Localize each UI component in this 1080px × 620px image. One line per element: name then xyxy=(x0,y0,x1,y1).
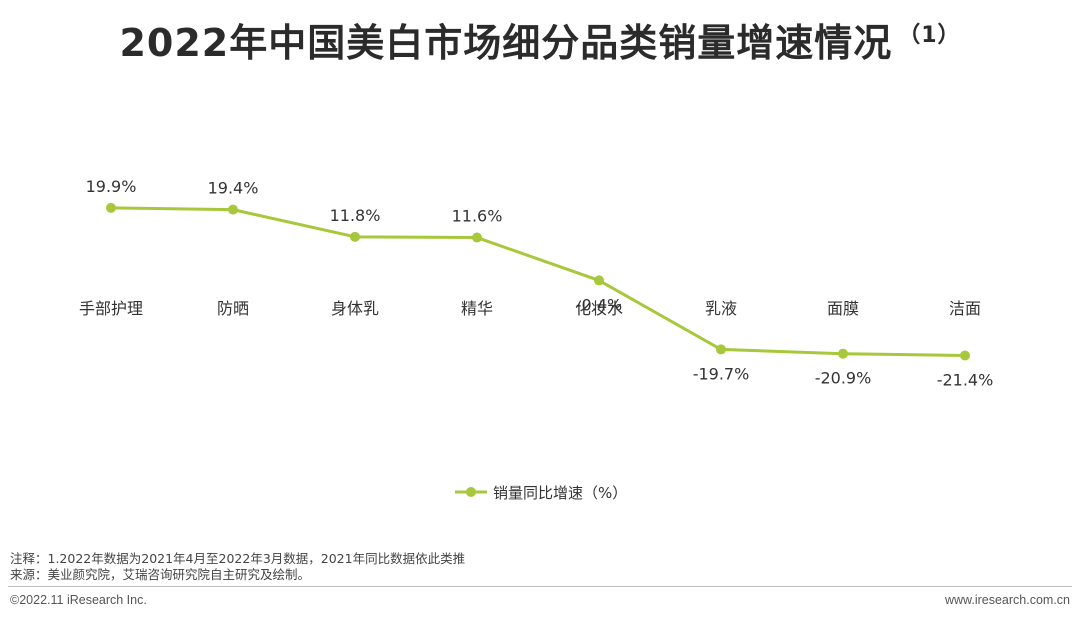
category-label: 洁面 xyxy=(949,299,981,318)
data-point xyxy=(594,275,604,286)
series-line xyxy=(110,206,966,358)
footer-divider xyxy=(8,586,1072,587)
data-point xyxy=(960,350,970,361)
data-label: 11.6% xyxy=(452,207,503,226)
data-point xyxy=(350,231,360,242)
legend-marker xyxy=(466,487,476,497)
data-label: 19.4% xyxy=(208,179,259,198)
data-label: 11.8% xyxy=(330,206,381,225)
line-chart: 手部护理 防晒 身体乳 精华 化妆水 乳液 面膜 洁面 19.9% 19.4% 11.8% 11.6%… xyxy=(79,177,994,502)
category-label: 防晒 xyxy=(217,299,249,318)
website: www.iresearch.com.cn xyxy=(944,593,1070,607)
data-label: -0.4% xyxy=(576,295,622,314)
category-label: 化妆水 xyxy=(575,299,623,318)
category-label: 面膜 xyxy=(827,299,859,318)
chart-title: 2022年中国美白市场细分品类销量增速情况 （1） xyxy=(0,12,1080,67)
category-label: 身体乳 xyxy=(331,299,379,318)
category-label: 手部护理 xyxy=(79,299,143,318)
source-line: 来源：美业颜究院，艾瑞咨询研究院自主研究及绘制。 xyxy=(10,567,311,582)
category-label: 精华 xyxy=(461,299,493,318)
copyright: ©2022.11 iResearch Inc. xyxy=(10,593,147,607)
data-point xyxy=(838,348,848,359)
data-point xyxy=(716,344,726,355)
category-label: 乳液 xyxy=(705,299,737,318)
data-label: 19.9% xyxy=(86,177,137,196)
data-label: -20.9% xyxy=(815,369,872,388)
chart-title-main: 2022年中国美白市场细分品类销量增速情况 xyxy=(119,21,893,65)
data-label: -19.7% xyxy=(693,364,750,383)
notes: 注释：1.2022年数据为2021年4月至2022年3月数据，2021年同比数据… xyxy=(10,551,465,583)
data-label: -21.4% xyxy=(937,371,994,390)
data-point xyxy=(106,202,116,213)
note-line: 注释：1.2022年数据为2021年4月至2022年3月数据，2021年同比数据… xyxy=(10,551,466,566)
legend-label: 销量同比增速（%） xyxy=(493,484,627,502)
data-point xyxy=(228,204,238,215)
chart-title-suffix: （1） xyxy=(898,23,961,49)
data-point xyxy=(472,232,482,243)
